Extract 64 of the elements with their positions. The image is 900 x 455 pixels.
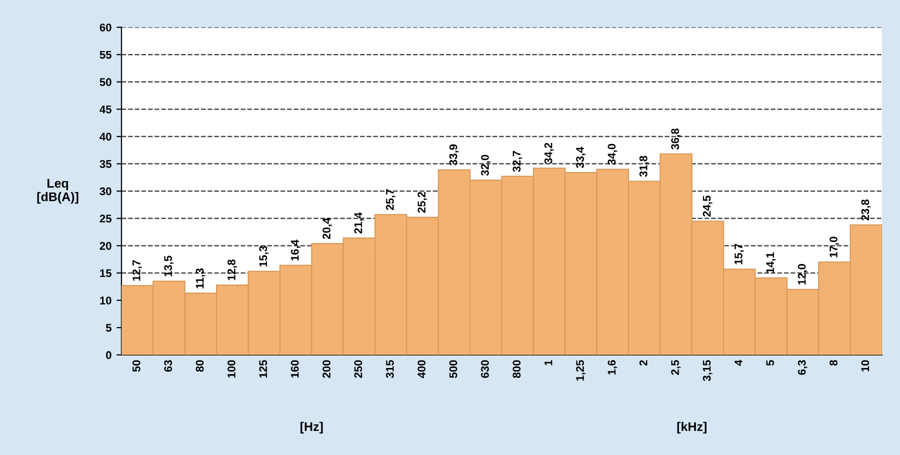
data-label: 34,2 (544, 142, 554, 164)
y-tick-label: 55 (100, 50, 112, 59)
y-tick-label: 35 (100, 160, 112, 168)
x-tick-label: 10 (861, 360, 870, 372)
x-tick-label: 315 (386, 360, 394, 378)
x-tick-label: 1 (544, 360, 552, 366)
x-tick-label: 630 (481, 360, 489, 378)
x-tick-label: 800 (512, 360, 521, 378)
y-tick-label: 20 (100, 242, 112, 250)
x-tick-label: 8 (830, 360, 838, 366)
data-label: 25,2 (418, 192, 428, 213)
x-tick-label: 5 (766, 360, 774, 366)
data-label: 11,3 (196, 268, 206, 288)
y-tick-label: 15 (100, 269, 112, 278)
y-tick-label: 50 (100, 78, 112, 86)
text: [Hz] (300, 422, 323, 434)
data-label: 33,4 (576, 146, 586, 168)
data-label: 21,4 (354, 212, 364, 234)
data-label: 14,1 (766, 252, 776, 274)
data-label: 36,8 (671, 128, 681, 150)
x-tick-label: 2,5 (671, 360, 681, 375)
data-label: 32,0 (481, 154, 490, 176)
data-label: 24,5 (702, 196, 712, 217)
x-tick-label: 63 (164, 360, 172, 372)
data-label: 25,7 (386, 189, 396, 210)
x-tick-label: 400 (418, 360, 426, 378)
y-tick-label: 45 (100, 106, 112, 114)
x-tick-label: 125 (259, 360, 268, 378)
data-label: 32,7 (512, 151, 522, 172)
x-tick-label: 1,25 (576, 360, 586, 381)
x-tick-label: 250 (354, 360, 362, 378)
y-tick-label: 40 (100, 132, 112, 141)
x-tick-label: 500 (449, 360, 458, 378)
data-label: 15,7 (734, 244, 744, 264)
x-tick-label: 160 (290, 360, 299, 378)
x-tick-label: 50 (132, 360, 140, 372)
y-tick-label: 30 (100, 187, 112, 196)
y-tick-label: 60 (100, 24, 112, 32)
data-label: 15,3 (259, 246, 269, 266)
data-label: 33,9 (449, 144, 459, 166)
data-label: 12,0 (798, 264, 808, 285)
data-label: 23,8 (861, 200, 871, 220)
data-label: 34,0 (608, 144, 618, 165)
x-tick-label: 2 (639, 360, 648, 366)
x-tick-label: 200 (322, 360, 330, 378)
data-label: 12,8 (228, 260, 237, 280)
y-tick-label: 0 (106, 351, 112, 360)
x-tick-label: 6,3 (798, 360, 808, 375)
y-tick-label: 25 (100, 214, 112, 223)
y-axis-title: Leq [dB(A)] (37, 179, 78, 204)
data-label: 12,7 (132, 260, 142, 281)
x-tick-label: 4 (734, 360, 742, 366)
y-tick-label: 5 (106, 324, 112, 332)
data-label: 20,4 (322, 218, 332, 239)
x-tick-label: 3,15 (702, 360, 712, 382)
data-label: 13,5 (164, 256, 174, 276)
data-label: 31,8 (639, 156, 649, 177)
y-tick-label: 10 (100, 296, 112, 304)
data-label: 17,0 (830, 236, 840, 258)
data-label: 16,4 (290, 240, 300, 260)
x-tick-label: 80 (196, 360, 204, 372)
text: [kHz] (677, 422, 706, 434)
x-tick-label: 1,6 (608, 360, 618, 375)
x-tick-label: 100 (228, 360, 236, 378)
